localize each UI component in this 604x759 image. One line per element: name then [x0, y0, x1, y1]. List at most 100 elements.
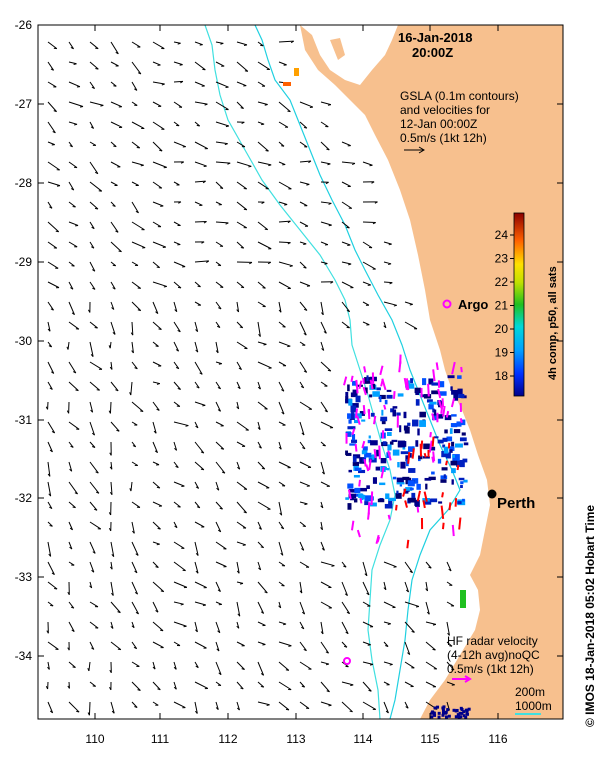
sst-pixel: [454, 715, 458, 719]
gsla-arrow: [236, 681, 244, 690]
gsla-arrow-head: [326, 148, 330, 151]
gsla-arrow-head: [265, 150, 269, 152]
sst-pixel: [442, 444, 446, 448]
colorbar-title: 4h comp, p50, all sats: [547, 266, 559, 380]
sst-pixel: [367, 439, 372, 444]
gsla-arrow-head: [343, 565, 347, 568]
gsla-arrow-head: [236, 570, 240, 574]
gsla-arrow: [215, 701, 219, 710]
gsla-arrow: [47, 361, 55, 374]
x-tick-label: 115: [420, 732, 439, 746]
sst-pixel: [408, 452, 412, 458]
gsla-arrow-head: [131, 625, 135, 629]
gsla-arrow: [236, 201, 248, 211]
gsla-arrow: [362, 221, 376, 224]
gsla-arrow: [89, 441, 96, 448]
gsla-arrow-head: [215, 707, 219, 710]
gsla-arrow: [425, 681, 437, 688]
gsla-arrow: [257, 521, 262, 530]
gsla-arrow-head: [288, 645, 292, 647]
gsla-arrow: [194, 521, 205, 528]
gsla-arrow: [173, 281, 182, 289]
gsla-arrow-head: [388, 263, 392, 266]
gsla-arrow: [320, 321, 327, 334]
gsla-arrow: [383, 661, 393, 665]
gsla-arrow-head: [405, 589, 409, 593]
gsla-arrow-head: [195, 665, 199, 669]
x-tick-label: 110: [85, 732, 104, 746]
gsla-arrow: [278, 481, 286, 487]
sst-pixel: [352, 461, 359, 467]
gsla-arrow-head: [173, 666, 177, 670]
gsla-arrow-head: [218, 307, 222, 310]
hf-arrow: [358, 380, 363, 390]
gsla-arrow: [278, 401, 285, 415]
gsla-arrow: [89, 481, 100, 494]
gsla-arrow-head: [159, 149, 163, 152]
gsla-arrow-head: [70, 46, 74, 50]
sst-pixel: [352, 380, 358, 386]
argo-float-marker-south: [343, 657, 351, 665]
gsla-arrow-head: [409, 570, 413, 574]
gsla-arrow-head: [108, 512, 112, 516]
gsla-arrow: [278, 441, 282, 450]
gsla-arrow: [404, 701, 409, 709]
gsla-arrow: [341, 321, 350, 329]
gsla-arrow: [320, 421, 334, 429]
gsla-arrow: [47, 501, 53, 509]
gsla-arrow-head: [175, 465, 179, 469]
gsla-arrow: [320, 521, 323, 530]
sst-pixel: [387, 444, 392, 451]
sst-pixel: [436, 705, 440, 709]
gsla-arrow-head: [196, 124, 200, 127]
gsla-arrow: [257, 341, 267, 345]
gsla-arrow: [110, 701, 115, 714]
gsla-arrow: [68, 421, 80, 430]
gsla-arrow: [257, 101, 268, 106]
gsla-arrow-head: [219, 187, 224, 189]
colorbar-ticks: 24 23 22 21 20 19 18: [495, 228, 514, 383]
gsla-arrow-head: [155, 610, 159, 613]
gsla-arrow-head: [301, 626, 305, 630]
gsla-arrow: [299, 281, 311, 287]
hf-arrow: [350, 375, 354, 383]
gsla-arrow-head: [303, 243, 307, 245]
gsla-arrow-head: [112, 264, 116, 267]
gsla-arrow-head: [321, 348, 325, 351]
gsla-arrow-head: [220, 448, 224, 450]
gsla-arrow-head: [289, 265, 293, 267]
gsla-arrow: [278, 461, 291, 469]
hf-arrow: [392, 391, 396, 399]
hf-arrow: [355, 379, 359, 394]
gsla-arrow: [362, 321, 370, 326]
gsla-arrow-head: [344, 593, 348, 596]
gsla-arrow: [383, 241, 392, 245]
gsla-arrow: [362, 701, 377, 710]
hf-legend-scale: 0.5m/s (1kt 12h): [447, 662, 534, 676]
hf-radar-arrows: [343, 354, 463, 549]
gsla-arrow: [299, 521, 307, 527]
gsla-arrow-head: [72, 506, 76, 509]
sst-pixel: [396, 412, 401, 416]
gsla-arrow: [173, 441, 178, 451]
gsla-arrow: [130, 381, 133, 396]
gsla-arrow: [47, 281, 60, 289]
sst-pixel: [354, 419, 359, 424]
sst-pixel: [462, 458, 468, 463]
hf-arrow: [432, 451, 436, 462]
depth-legend-200m: 200m: [515, 685, 545, 699]
sst-pixel: [428, 378, 434, 385]
gsla-arrow: [131, 261, 139, 266]
sst-pixel: [392, 409, 397, 417]
gsla-arrow: [89, 561, 95, 573]
gsla-arrow: [152, 121, 165, 130]
gsla-arrow-head: [180, 161, 184, 164]
gsla-arrow: [446, 661, 455, 671]
sst-pixel: [350, 392, 356, 398]
gsla-arrow: [194, 441, 205, 454]
gsla-arrow: [278, 161, 286, 165]
gsla-arrow-head: [278, 446, 282, 450]
gsla-arrow: [425, 601, 430, 615]
gsla-arrow: [425, 561, 432, 569]
gsla-arrow: [341, 221, 350, 229]
